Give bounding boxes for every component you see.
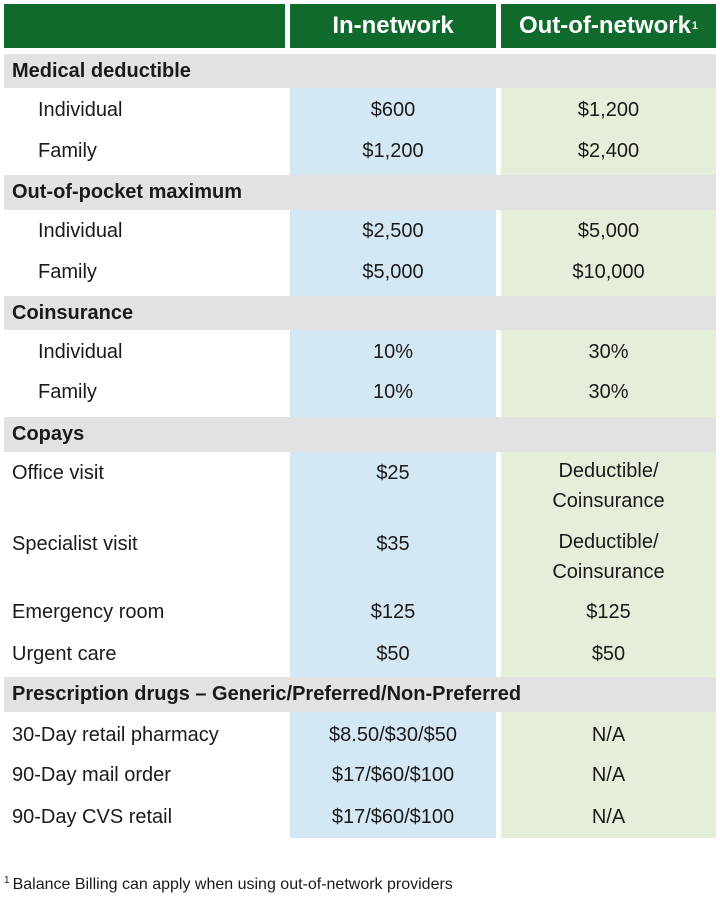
- row-label: Urgent care: [12, 643, 117, 665]
- row-label: Individual: [38, 99, 123, 121]
- row-label: Specialist visit: [12, 533, 138, 555]
- in-network-value: $125: [370, 601, 416, 623]
- out-of-network-value: $10,000: [572, 261, 645, 283]
- in-network-value: $25: [376, 462, 410, 484]
- footnote-mark: 1: [4, 874, 10, 886]
- in-network-value: 10%: [372, 381, 414, 403]
- in-network-value: $8.50/$30/$50: [329, 724, 457, 746]
- out-of-network-line-1: Deductible/: [558, 531, 659, 553]
- in-network-value: $5,000: [362, 261, 424, 283]
- footnote-text: Balance Billing can apply when using out…: [12, 876, 453, 893]
- out-of-network-value: 30%: [588, 381, 629, 403]
- out-of-network-value: $2,400: [577, 140, 640, 162]
- section-title: Out-of-pocket maximum: [12, 181, 243, 203]
- in-network-value: $17/$60/$100: [331, 764, 455, 786]
- header-in-network-label: In-network: [332, 12, 454, 39]
- header-in-network: In-network: [290, 4, 496, 48]
- section-title: Prescription drugs – Generic/Preferred/N…: [12, 683, 522, 705]
- out-of-network-line-1: Deductible/: [558, 460, 659, 482]
- section-title: Medical deductible: [12, 59, 191, 82]
- row-label: 30-Day retail pharmacy: [12, 724, 219, 746]
- in-network-value: $1,200: [362, 140, 424, 162]
- row-label: Individual: [38, 341, 123, 363]
- in-network-value: $35: [376, 533, 410, 555]
- section-prescription-drugs: Prescription drugs – Generic/Preferred/N…: [4, 677, 716, 712]
- out-of-network-value: $1,200: [577, 99, 640, 121]
- row-label: Family: [38, 261, 97, 283]
- in-network-value: 10%: [372, 341, 414, 363]
- in-network-value: $2,500: [362, 220, 424, 242]
- section-out-of-pocket-maximum: Out-of-pocket maximum: [4, 175, 716, 210]
- out-of-network-value: Deductible/Coinsurance: [501, 527, 716, 587]
- row-label: Office visit: [12, 462, 104, 484]
- out-of-network-value: $50: [591, 643, 626, 665]
- in-network-value: $600: [370, 99, 416, 121]
- row-label: 90-Day mail order: [12, 764, 171, 786]
- section-title: Coinsurance: [12, 301, 134, 324]
- out-of-network-value: $125: [586, 601, 631, 623]
- row-label: Family: [38, 381, 97, 403]
- row-label: Emergency room: [12, 601, 165, 623]
- out-of-network-line-2: Coinsurance: [552, 490, 665, 512]
- section-copays: Copays: [4, 417, 716, 452]
- section-medical-deductible: Medical deductible: [4, 54, 716, 88]
- out-of-network-value: N/A: [591, 806, 626, 828]
- row-label: Family: [38, 140, 97, 162]
- out-of-network-value: $5,000: [577, 220, 640, 242]
- out-of-network-column-fill: [501, 88, 716, 838]
- out-of-network-value: Deductible/Coinsurance: [501, 456, 716, 516]
- out-of-network-value: N/A: [591, 724, 626, 746]
- in-network-value: $50: [376, 643, 410, 665]
- header-blank-cell: [4, 4, 285, 48]
- footnote: 1 Balance Billing can apply when using ou…: [4, 874, 453, 894]
- out-of-network-value: N/A: [591, 764, 626, 786]
- in-network-value: $17/$60/$100: [331, 806, 455, 828]
- section-coinsurance: Coinsurance: [4, 296, 716, 330]
- header-out-of-network-label: Out-of-network: [518, 12, 691, 39]
- header-out-of-network: Out-of-network 1: [501, 4, 716, 48]
- section-title: Copays: [12, 423, 85, 445]
- in-network-column-fill: [290, 88, 496, 838]
- row-label: Individual: [38, 220, 123, 242]
- out-of-network-value: 30%: [588, 341, 629, 363]
- row-label: 90-Day CVS retail: [12, 806, 173, 828]
- out-of-network-line-2: Coinsurance: [552, 561, 665, 583]
- table-header: In-network Out-of-network 1: [0, 0, 720, 50]
